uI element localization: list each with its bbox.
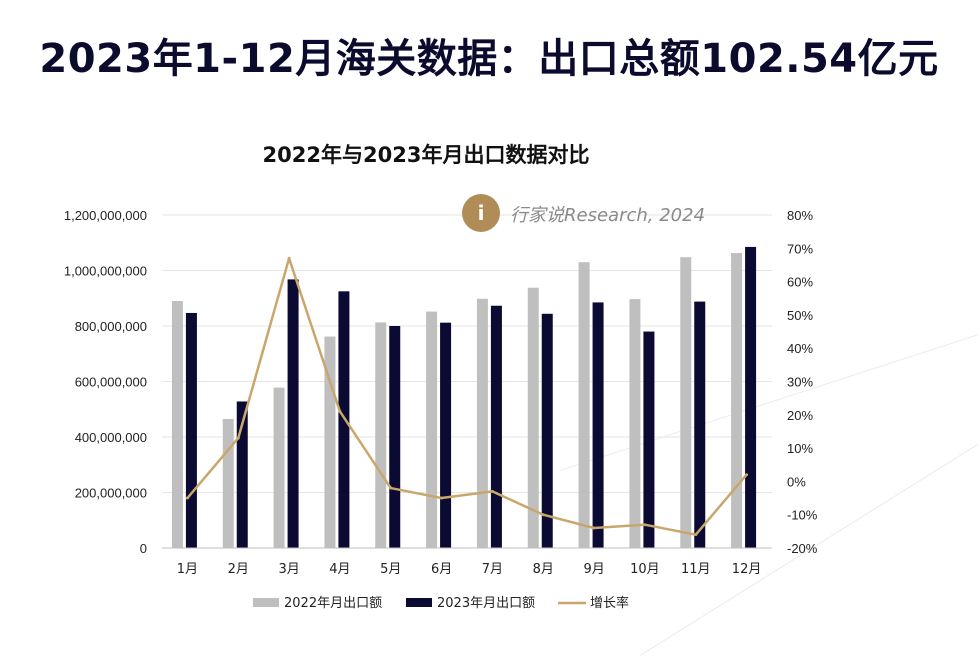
y-axis-left: 0 200,000,000 400,000,000 600,000,000 800,00… [64, 208, 147, 556]
y-tick-label: 0 [140, 541, 147, 556]
x-tick-label: 4月 [329, 562, 350, 577]
legend-swatch-2023 [406, 598, 432, 607]
bar-2023 [643, 331, 655, 548]
bar-2023 [440, 322, 452, 548]
x-tick-label: 1月 [177, 562, 198, 577]
growth-point [745, 473, 749, 477]
bar-2022 [680, 257, 692, 548]
growth-point [185, 496, 189, 500]
y2-tick-label: 30% [787, 375, 813, 390]
legend-label-2023: 2023年月出口额 [437, 596, 535, 611]
bar-2023 [389, 326, 401, 548]
watermark-text: 行家说Research, 2024 [510, 205, 705, 226]
x-tick-label: 6月 [431, 562, 452, 577]
bar-2022 [222, 418, 234, 548]
x-tick-label: 5月 [380, 562, 401, 577]
y-tick-label: 400,000,000 [75, 430, 147, 445]
y-tick-label: 1,000,000,000 [64, 264, 147, 279]
bar-2023 [287, 279, 299, 548]
page-headline: 2023年1-12月海关数据：出口总额102.54亿元 [39, 36, 939, 82]
y2-tick-label: 50% [787, 308, 813, 323]
x-tick-label: 8月 [533, 562, 554, 577]
bar-2022 [527, 287, 539, 548]
y2-tick-label: 70% [787, 241, 813, 256]
x-tick-label: 2月 [228, 562, 249, 577]
chart-title: 2022年与2023年月出口数据对比 [263, 143, 590, 167]
x-tick-label: 9月 [583, 562, 604, 577]
x-axis: 1月 2月 3月 4月 5月 6月 7月 8月 9月 10月 11月 12月 [162, 547, 772, 577]
growth-point [236, 436, 240, 440]
legend-label-2022: 2022年月出口额 [284, 596, 382, 611]
bar-2023 [541, 313, 553, 548]
growth-line-series [185, 256, 749, 537]
bar-2022 [273, 387, 285, 548]
bar-series [171, 246, 757, 548]
bar-2022 [476, 298, 488, 548]
growth-point [643, 523, 647, 527]
y2-tick-label: 80% [787, 208, 813, 223]
growth-point [694, 533, 698, 537]
y2-tick-label: 60% [787, 275, 813, 290]
bar-2023 [185, 312, 197, 548]
growth-line [186, 257, 748, 536]
growth-point [541, 513, 545, 517]
bar-2022 [171, 301, 183, 548]
y-tick-label: 800,000,000 [75, 319, 147, 334]
watermark-logo-glyph: i [478, 201, 485, 225]
y-axis-right: -20% -10% 0% 10% 20% 30% 40% 50% 60% 70% 80% [787, 208, 818, 556]
x-tick-label: 12月 [732, 562, 762, 577]
y-tick-label: 600,000,000 [75, 375, 147, 390]
bar-2023 [745, 246, 757, 548]
bar-2022 [731, 253, 743, 548]
watermark: i 行家说Research, 2024 [462, 194, 705, 232]
legend-swatch-2022 [253, 598, 279, 607]
bar-2023 [236, 401, 248, 548]
watermark-logo-icon [462, 194, 500, 232]
y2-tick-label: 20% [787, 408, 813, 423]
x-tick-label: 3月 [278, 562, 299, 577]
y2-tick-label: -10% [787, 508, 818, 523]
x-tick-label: 11月 [681, 562, 711, 577]
y2-tick-label: -20% [787, 541, 818, 556]
bar-2023 [490, 305, 502, 548]
bar-2022 [324, 336, 336, 548]
bar-2023 [592, 302, 604, 548]
legend: 2022年月出口额 2023年月出口额 增长率 [253, 595, 629, 611]
growth-point [389, 486, 393, 490]
bar-2022 [375, 322, 387, 548]
bar-2022 [426, 311, 438, 548]
growth-point [490, 489, 494, 493]
growth-point [338, 409, 342, 413]
bar-2023 [694, 301, 706, 548]
y2-tick-label: 0% [787, 474, 806, 489]
x-tick-label: 7月 [482, 562, 503, 577]
y2-tick-label: 40% [787, 341, 813, 356]
growth-point [287, 256, 291, 260]
x-tick-label: 10月 [630, 562, 660, 577]
y-tick-label: 200,000,000 [75, 486, 147, 501]
y2-tick-label: 10% [787, 441, 813, 456]
growth-point [592, 526, 596, 530]
legend-label-growth: 增长率 [590, 595, 629, 611]
y-tick-label: 1,200,000,000 [64, 208, 147, 223]
bar-2022 [629, 299, 641, 548]
bar-2022 [578, 262, 590, 548]
growth-point [440, 496, 444, 500]
